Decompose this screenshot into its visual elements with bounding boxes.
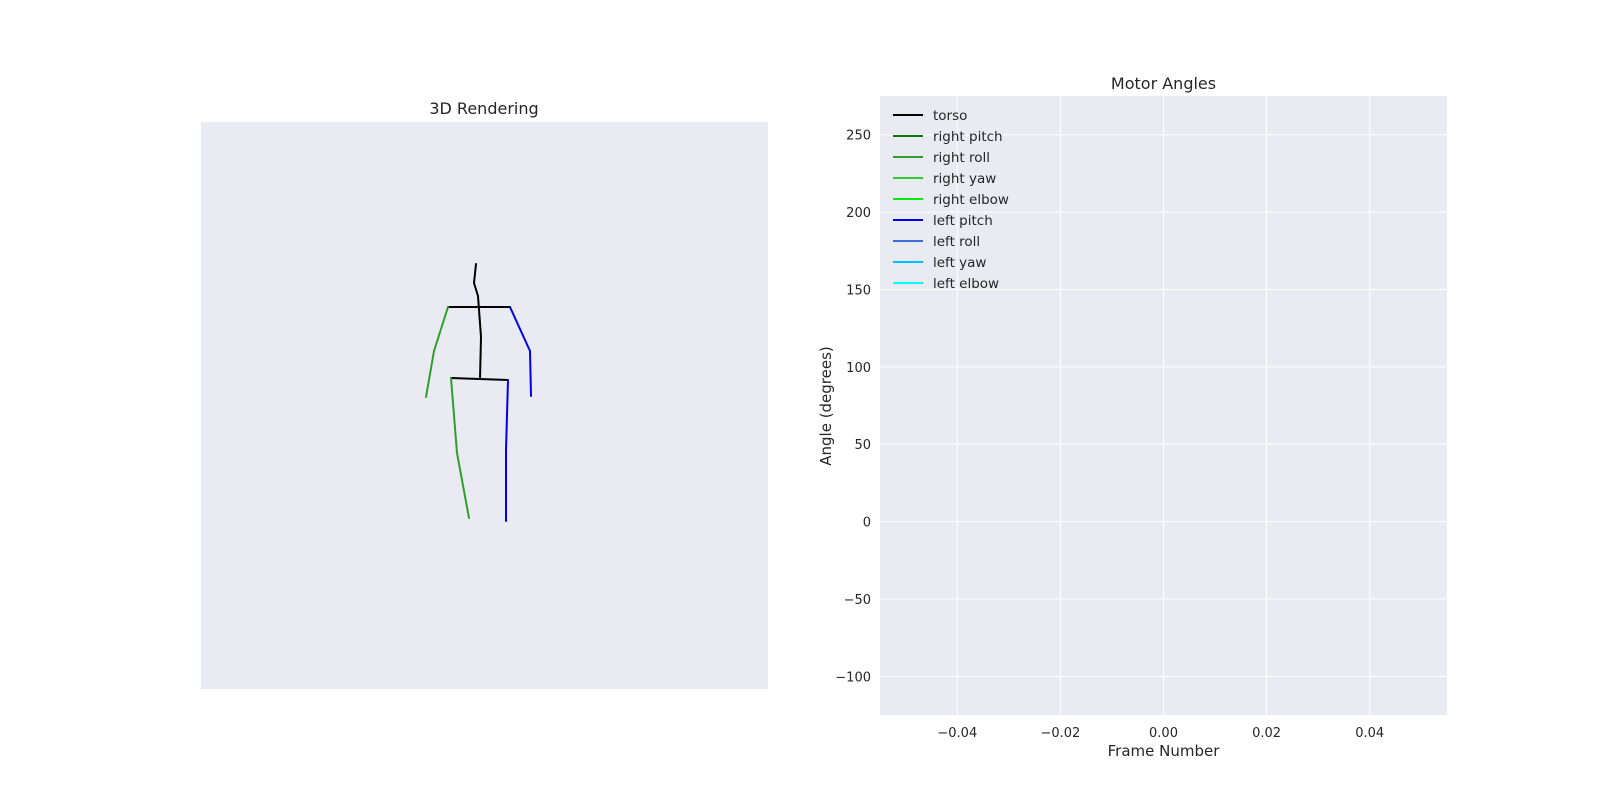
- y-tick-label: 50: [854, 438, 871, 453]
- motor-angles-chart: −0.04 −0.02 0.00 0.02 0.04 −100 −50 0 50 100 150 2…: [817, 74, 1447, 760]
- rendering-background: [201, 122, 768, 689]
- x-tick-label: −0.02: [1040, 726, 1080, 741]
- x-tick-label: 0.04: [1355, 726, 1384, 741]
- y-tick-label: −50: [844, 593, 871, 608]
- skeleton-hips: [450, 377, 509, 381]
- chart-title: Motor Angles: [1111, 74, 1216, 93]
- y-tick-label: 200: [846, 206, 871, 221]
- y-tick-label: 0: [863, 516, 871, 531]
- legend-label: left elbow: [933, 276, 999, 292]
- legend-label: right roll: [933, 150, 990, 166]
- x-tick-label: 0.02: [1252, 726, 1281, 741]
- x-tick-label: −0.04: [937, 726, 977, 741]
- rendering-title: 3D Rendering: [429, 99, 538, 118]
- skeleton-left-leg: [505, 379, 509, 522]
- legend: torso right pitch right roll right yaw right…: [893, 108, 1009, 292]
- legend-label: right elbow: [933, 192, 1009, 208]
- x-axis-label: Frame Number: [1108, 742, 1221, 760]
- y-axis-ticks: −100 −50 0 50 100 150 200 250: [835, 129, 871, 686]
- legend-label: right yaw: [933, 171, 996, 187]
- y-tick-label: 100: [846, 361, 871, 376]
- skeleton-torso: [473, 263, 482, 380]
- legend-label: left pitch: [933, 213, 993, 229]
- y-tick-label: 250: [846, 129, 871, 144]
- legend-label: right pitch: [933, 129, 1003, 145]
- legend-label: left yaw: [933, 255, 986, 271]
- skeleton-right-leg: [450, 377, 470, 519]
- skeleton-right-arm: [425, 306, 449, 398]
- y-axis-label: Angle (degrees): [817, 346, 835, 466]
- x-axis-ticks: −0.04 −0.02 0.00 0.02 0.04: [937, 726, 1384, 741]
- y-tick-label: 150: [846, 283, 871, 298]
- legend-label: left roll: [933, 234, 980, 250]
- skeleton: [425, 263, 532, 522]
- rendering-panel: 3D Rendering: [201, 99, 768, 689]
- chart-grid: [880, 96, 1447, 715]
- x-tick-label: 0.00: [1149, 726, 1178, 741]
- skeleton-left-arm: [509, 306, 532, 397]
- y-tick-label: −100: [835, 670, 871, 685]
- legend-label: torso: [933, 108, 967, 124]
